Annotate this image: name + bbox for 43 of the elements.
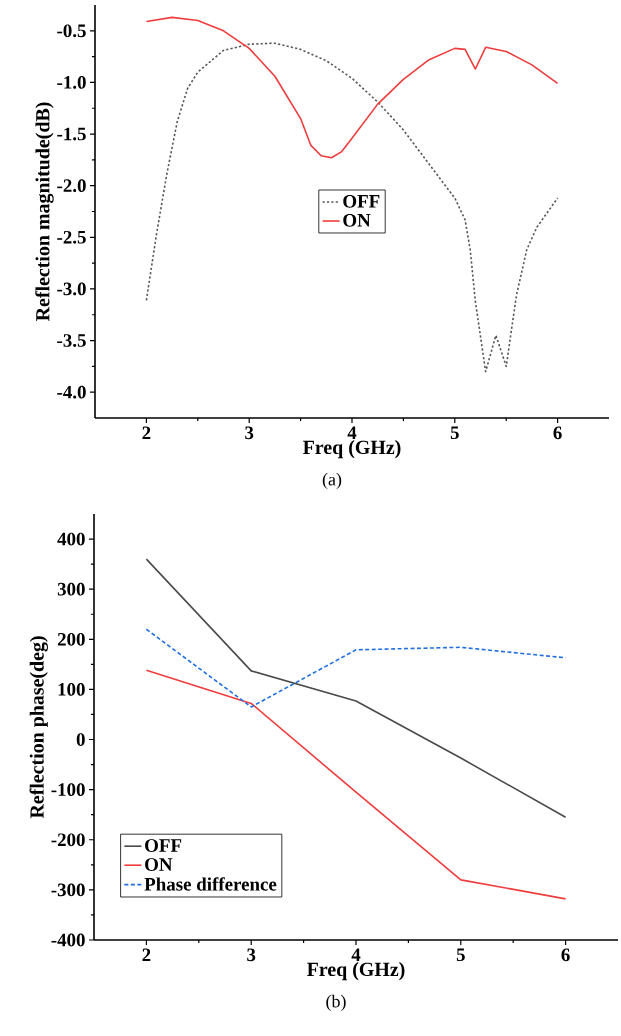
y-tick-label: -1.5 <box>57 127 86 141</box>
x-tick-label: 6 <box>561 948 570 962</box>
y-tick-label: -0.5 <box>57 24 86 38</box>
legend-label: OFF <box>145 839 182 852</box>
x-tick-label: 5 <box>450 426 459 440</box>
y-axis-title: Reflection magnitude(dB) <box>35 102 54 321</box>
text: (a) <box>322 472 342 490</box>
y-tick-label: -1.0 <box>57 76 86 89</box>
y-tick-label: -4.0 <box>57 385 86 399</box>
x-axis-title: Freq (GHz) <box>303 440 401 459</box>
y-tick-label: -100 <box>51 783 85 797</box>
y-tick-label: 300 <box>57 582 85 596</box>
y-tick-label: -3.5 <box>57 334 86 347</box>
legend-label: ON <box>343 213 371 227</box>
x-tick-label: 3 <box>247 948 256 962</box>
y-tick-label: 400 <box>57 532 85 546</box>
y-tick-label: 100 <box>58 683 85 696</box>
y-axis-title: Reflection phase(deg) <box>29 636 48 819</box>
y-tick-label: -200 <box>51 833 85 847</box>
x-axis-title: Freq (GHz) <box>307 962 405 981</box>
y-tick-label: -400 <box>51 933 85 947</box>
x-tick-label: 5 <box>456 948 465 962</box>
text: (b) <box>326 994 346 1012</box>
x-tick-label: 2 <box>142 948 151 962</box>
y-tick-label: -2.5 <box>57 230 86 244</box>
x-tick-label: 3 <box>245 426 254 440</box>
y-tick-label: -300 <box>51 883 85 897</box>
x-tick-label: 6 <box>553 426 562 440</box>
x-tick-label: 2 <box>142 426 151 440</box>
y-tick-label: -3.0 <box>57 282 86 296</box>
line-series <box>145 42 559 373</box>
line-series <box>145 628 567 708</box>
y-tick-label: 0 <box>76 733 85 746</box>
x-tick-label: 4 <box>351 948 361 961</box>
legend-label: OFF <box>343 194 380 208</box>
line-series <box>145 16 559 159</box>
x-tick-label: 4 <box>347 426 357 439</box>
line-series <box>145 558 567 819</box>
y-tick-label: 200 <box>57 632 85 646</box>
legend-label: ON <box>145 858 173 871</box>
y-tick-label: -2.0 <box>57 179 86 193</box>
line-series <box>145 669 567 900</box>
legend-label: Phase difference <box>144 877 277 891</box>
